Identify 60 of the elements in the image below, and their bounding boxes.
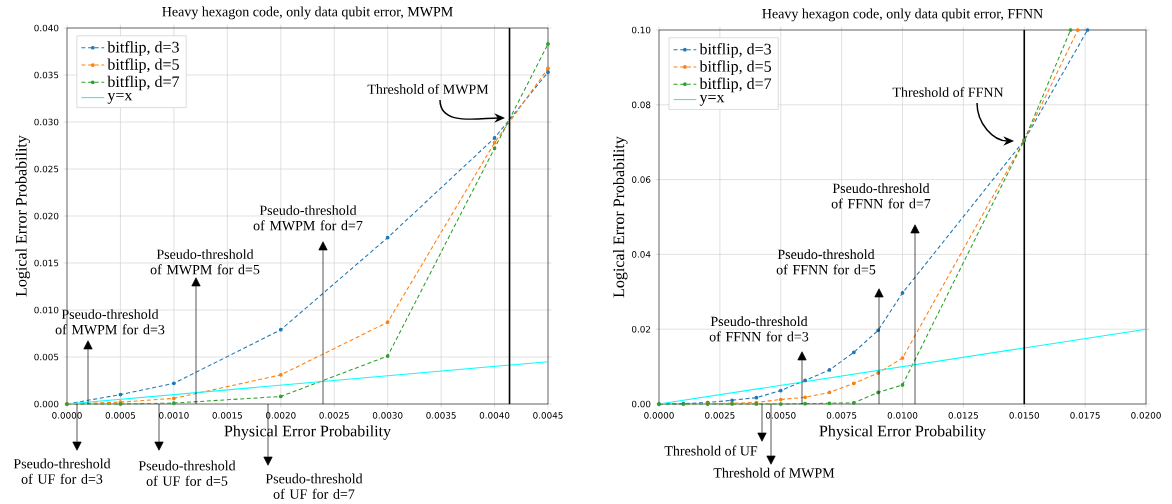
y-tick-label: 0.020: [34, 212, 59, 220]
x-tick-label: 0.0075: [826, 412, 857, 419]
legend-label: bitflip, d=5: [107, 58, 179, 74]
annotation: Pseudo-threshold of FFNN for d=5: [776, 249, 876, 275]
annotation: Pseudo-threshold of MWPM for d=7: [253, 205, 363, 231]
y-tick-label: 0.06: [631, 176, 651, 183]
text: Pseudo-threshold of UF for d=5: [138, 460, 236, 486]
x-tick-label: 0.0020: [265, 412, 296, 419]
x-tick-label: 0.0100: [887, 412, 918, 419]
y-tick-label: 0.005: [34, 353, 59, 361]
annotation: Pseudo-threshold of FFNN for d=3: [709, 316, 809, 342]
text: Pseudo-threshold of UF for d=3: [13, 458, 111, 484]
chart-title: Heavy hexagon code, only data qubit error, FFNN: [762, 8, 1043, 22]
x-tick-label: 0.0200: [1131, 412, 1161, 419]
chart-title: Heavy hexagon code, only data qubit error, MWPM: [162, 6, 453, 20]
y-tick-label: 0.035: [34, 71, 59, 79]
x-tick-label: 0.0005: [105, 412, 136, 419]
legend-label: y=x: [699, 94, 725, 106]
x-tick-label: 0.0045: [533, 412, 563, 419]
y-tick-label: 0.015: [34, 259, 59, 267]
text: Pseudo-threshold of UF for d=7: [265, 473, 363, 499]
legend-label: y=x: [107, 92, 133, 104]
y-tick-label: 0.025: [34, 165, 59, 173]
text: Threshold of UF: [664, 445, 758, 456]
y-tick-label: 0.08: [631, 101, 651, 109]
legend-label: bitflip, d=7: [107, 75, 180, 91]
y-tick-label: 0.030: [34, 118, 59, 126]
x-tick-label: 0.0000: [644, 412, 674, 419]
y-tick-label: 0.02: [631, 325, 651, 333]
x-tick-label: 0.0035: [426, 412, 456, 419]
x-tick-label: 0.0025: [705, 412, 735, 419]
annotation: Pseudo-threshold of MWPM for d=5: [150, 249, 260, 275]
legend-label: bitflip, d=7: [699, 77, 772, 93]
legend-label: bitflip, d=3: [107, 41, 179, 56]
y-axis-title: Logical Error Probability: [15, 135, 30, 297]
x-tick-label: 0.0050: [765, 412, 796, 419]
y-tick-label: 0.10: [631, 26, 651, 34]
y-tick-label: 0.04: [631, 251, 651, 258]
y-tick-label: 0.010: [34, 306, 59, 314]
y-tick-label: 0.040: [34, 24, 59, 32]
annotation: Pseudo-threshold of FFNN for d=7: [831, 183, 931, 209]
x-tick-label: 0.0040: [479, 412, 510, 419]
x-tick-label: 0.0150: [1009, 412, 1040, 419]
x-axis-title: Physical Error Probability: [819, 425, 986, 440]
y-axis-title: Logical Error Probability: [612, 136, 628, 298]
y-tick-label: 0.00: [631, 400, 651, 408]
x-axis-title: Physical Error Probability: [224, 425, 392, 440]
x-tick-label: 0.0125: [948, 412, 978, 419]
x-tick-label: 0.0030: [372, 412, 403, 419]
x-tick-label: 0.0025: [319, 412, 349, 419]
y-tick-label: 0.000: [34, 400, 59, 408]
text: Threshold of MWPM: [713, 467, 835, 478]
x-tick-label: 0.0000: [52, 412, 82, 419]
x-tick-label: 0.0175: [1070, 412, 1100, 419]
x-tick-label: 0.0015: [212, 412, 242, 419]
x-tick-label: 0.0010: [159, 412, 189, 419]
legend-label: bitflip, d=5: [699, 60, 772, 76]
annotation: Threshold of MWPM: [367, 83, 489, 95]
legend-label: bitflip, d=3: [699, 43, 772, 58]
annotation: Threshold of FFNN: [892, 87, 1004, 97]
